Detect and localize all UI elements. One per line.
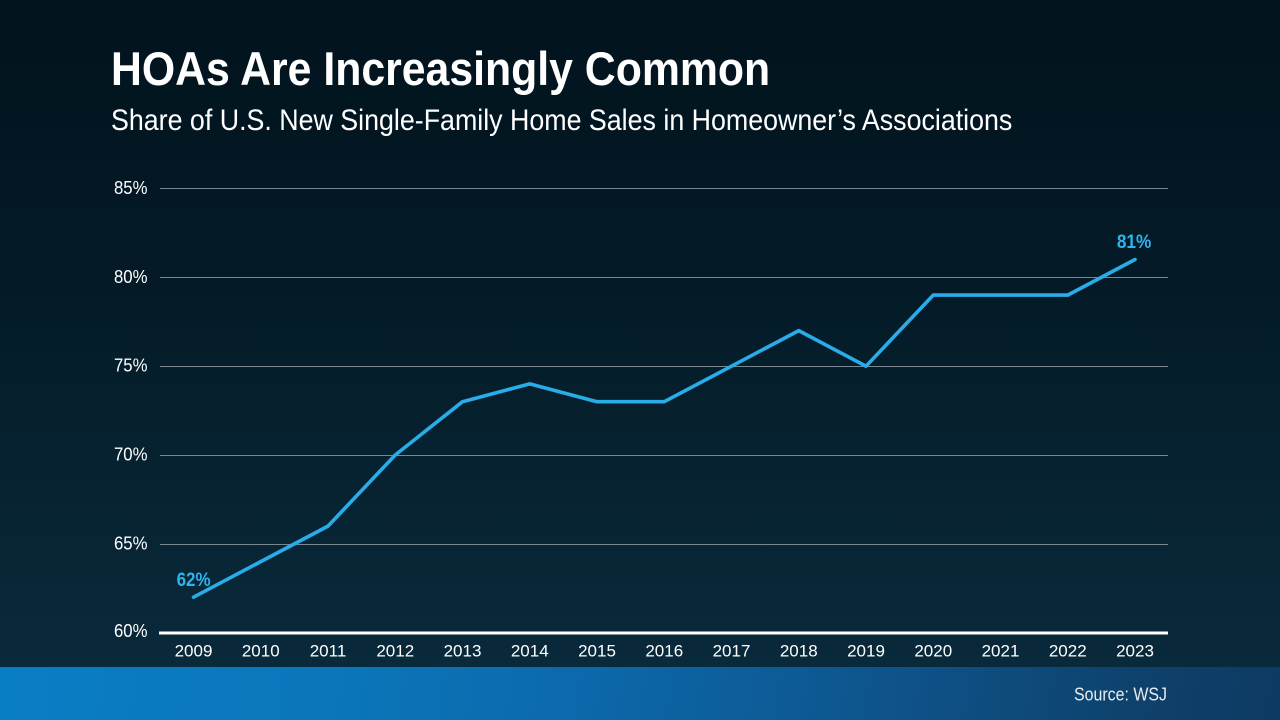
svg-text:2015: 2015 [578,642,616,661]
svg-text:2022: 2022 [1049,642,1087,661]
svg-text:81%: 81% [1117,232,1152,253]
svg-text:2014: 2014 [511,642,549,661]
svg-text:70%: 70% [114,445,148,465]
svg-text:2018: 2018 [780,642,818,661]
svg-text:62%: 62% [177,570,211,591]
svg-text:2011: 2011 [310,642,347,661]
svg-text:2013: 2013 [444,642,482,661]
svg-text:2016: 2016 [645,642,683,661]
svg-text:80%: 80% [114,267,148,287]
svg-text:2017: 2017 [713,642,751,661]
svg-text:2009: 2009 [175,642,213,661]
svg-text:Source: WSJ: Source: WSJ [1074,685,1167,705]
svg-text:2020: 2020 [914,642,952,661]
svg-text:2012: 2012 [376,642,414,661]
svg-text:75%: 75% [114,356,148,376]
svg-text:2021: 2021 [982,642,1020,661]
svg-text:2019: 2019 [847,642,885,661]
svg-text:65%: 65% [114,533,148,553]
svg-text:60%: 60% [114,621,148,641]
svg-text:2010: 2010 [242,642,280,661]
svg-text:2023: 2023 [1116,642,1154,661]
svg-text:85%: 85% [114,178,148,198]
